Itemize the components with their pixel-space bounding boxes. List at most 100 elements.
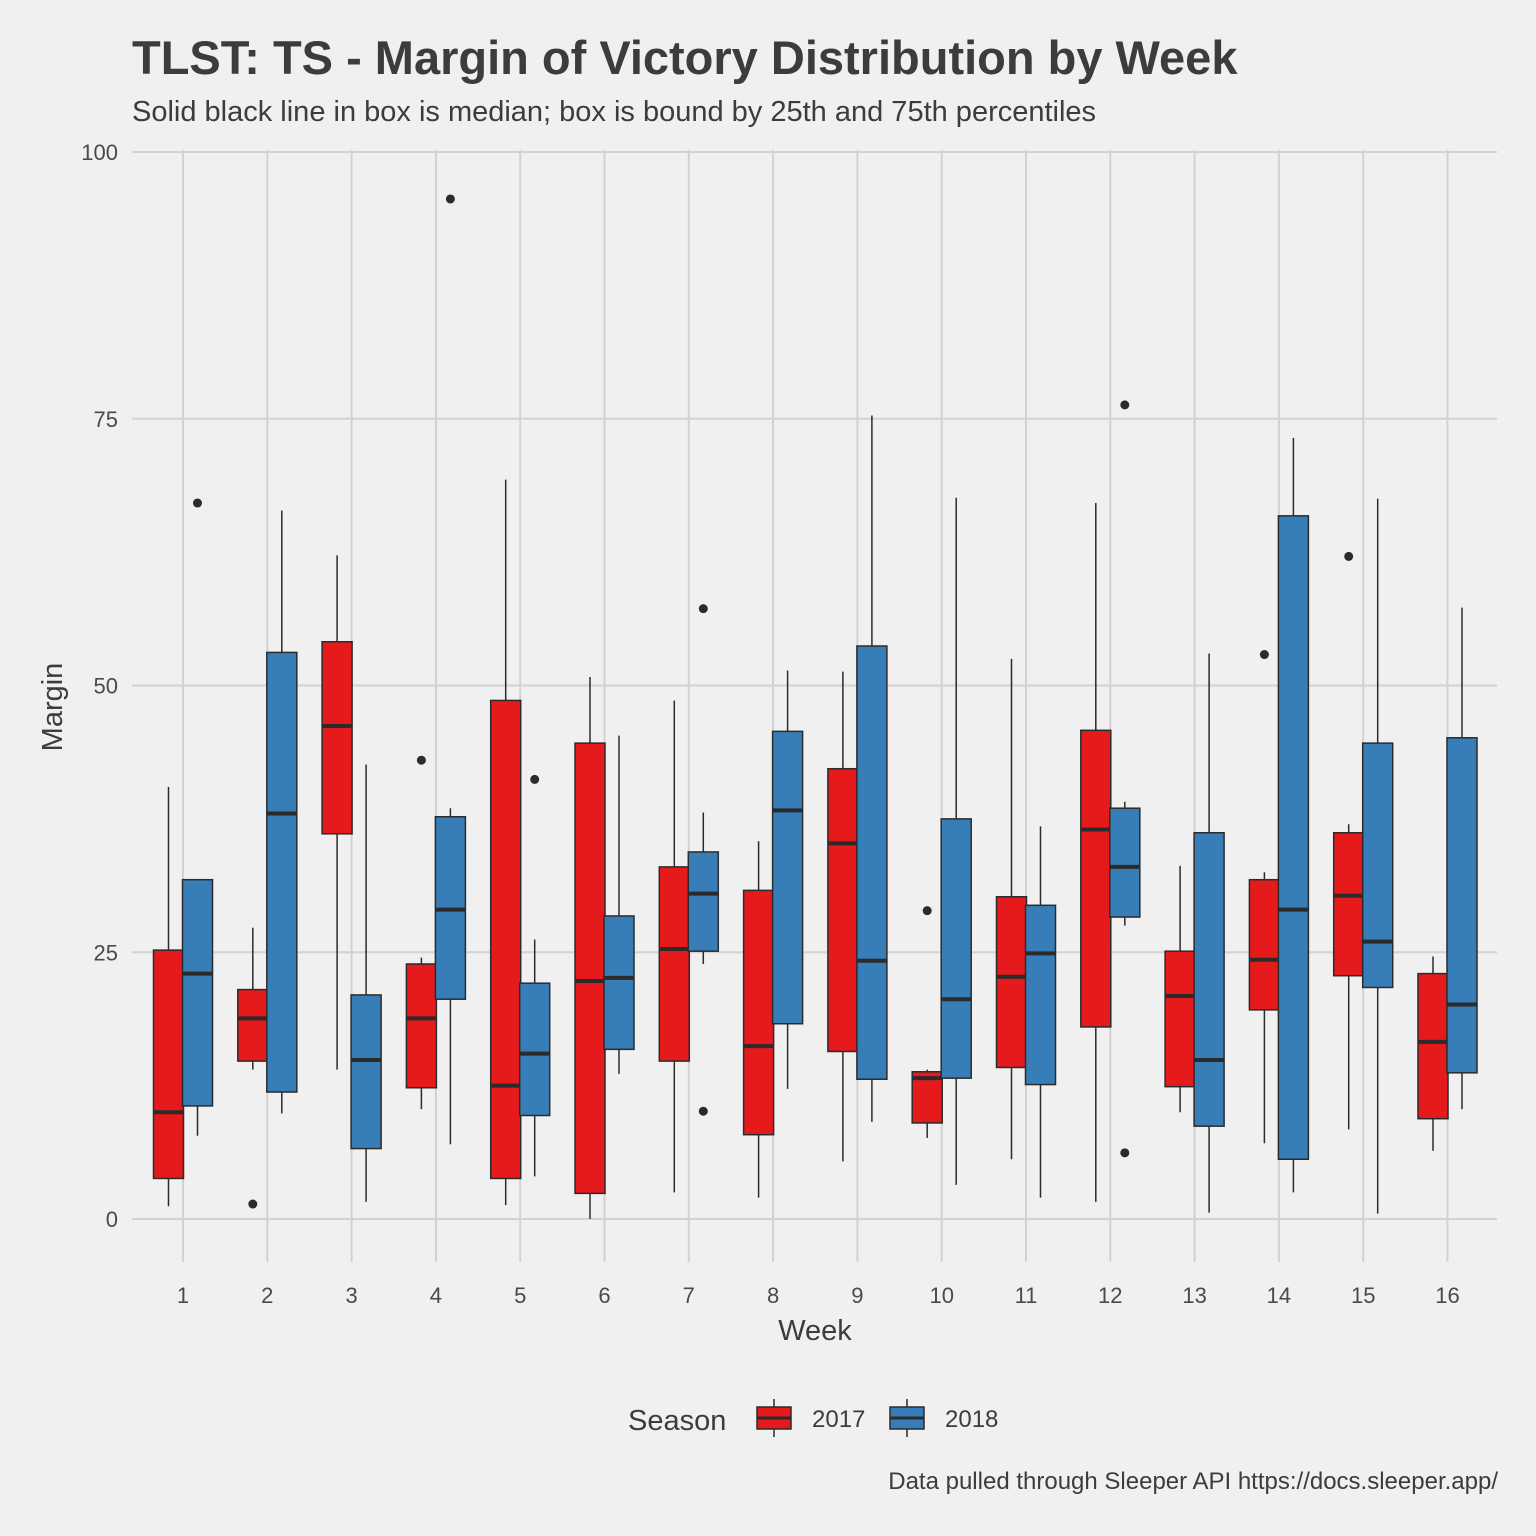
chart-title: TLST: TS - Margin of Victory Distributio… (132, 31, 1238, 84)
iqr-box (658, 866, 691, 1062)
box-2017-week-16 (1417, 956, 1449, 1151)
outlier-point (416, 755, 426, 765)
iqr-box (237, 988, 269, 1062)
x-tick-label: 16 (1435, 1283, 1459, 1308)
outlier-point (1259, 650, 1269, 660)
outlier-point (698, 604, 708, 614)
outlier-point (1120, 1148, 1130, 1158)
box-2018-week-7 (687, 604, 720, 1116)
box-2018-week-14 (1277, 437, 1310, 1193)
box-2017-week-1 (152, 786, 185, 1207)
box-2017-week-8 (742, 841, 775, 1198)
box-2017-week-4 (405, 755, 438, 1110)
iqr-box (827, 767, 859, 1053)
iqr-box (1446, 737, 1478, 1074)
box-2017-week-13 (1164, 865, 1196, 1113)
iqr-box (405, 963, 438, 1089)
box-marks (152, 194, 1478, 1219)
x-tick-label: 6 (598, 1283, 610, 1308)
iqr-box (1417, 972, 1449, 1120)
x-tick-label: 5 (514, 1283, 526, 1308)
box-2017-week-11 (995, 658, 1028, 1160)
box-2017-week-7 (658, 700, 691, 1193)
legend-key-2017 (756, 1399, 792, 1437)
x-tick-label: 1 (177, 1283, 189, 1308)
iqr-box (181, 878, 214, 1107)
iqr-box (1361, 742, 1394, 989)
legend-key-2018 (889, 1399, 925, 1437)
box-2018-week-11 (1024, 826, 1057, 1198)
x-tick-label: 4 (430, 1283, 442, 1308)
box-2018-week-13 (1193, 653, 1225, 1213)
iqr-box (1332, 831, 1365, 977)
iqr-box (940, 818, 972, 1079)
box-2018-week-2 (266, 510, 298, 1114)
box-2018-week-16 (1446, 607, 1478, 1110)
outlier-point (698, 1106, 708, 1116)
x-tick-label: 7 (683, 1283, 695, 1308)
x-tick-label: 11 (1015, 1283, 1038, 1308)
box-2018-week-12 (1109, 400, 1141, 1158)
box-2018-week-9 (856, 415, 888, 1122)
iqr-box (1277, 515, 1310, 1160)
chart-subtitle: Solid black line in box is median; box i… (132, 96, 1097, 128)
outlier-point (530, 774, 540, 784)
box-2017-week-3 (321, 555, 353, 1070)
iqr-box (1024, 904, 1057, 1086)
iqr-box (1248, 878, 1281, 1011)
legend-title: Season (628, 1405, 726, 1437)
x-tick-label: 14 (1267, 1283, 1291, 1308)
iqr-box (742, 889, 775, 1136)
outlier-point (1120, 400, 1130, 410)
y-tick-label: 100 (81, 140, 118, 165)
box-2018-week-3 (350, 764, 382, 1202)
x-tick-label: 10 (929, 1283, 953, 1308)
iqr-box (321, 641, 353, 835)
box-2018-week-1 (181, 498, 214, 1136)
legend-label-2017: 2017 (812, 1406, 865, 1433)
box-2017-week-9 (827, 671, 859, 1162)
outlier-point (248, 1199, 258, 1209)
x-tick-label: 3 (345, 1283, 357, 1308)
iqr-box (518, 982, 551, 1117)
x-axis-title: Week (778, 1315, 852, 1347)
x-tick-label: 8 (767, 1283, 779, 1308)
iqr-box (574, 742, 606, 1195)
box-2017-week-14 (1248, 650, 1281, 1144)
outlier-point (445, 194, 455, 204)
outlier-point (922, 906, 932, 916)
iqr-box (1164, 950, 1196, 1088)
y-tick-label: 50 (94, 674, 118, 699)
x-tick-label: 2 (261, 1283, 273, 1308)
box-2018-week-4 (434, 194, 467, 1145)
iqr-box (489, 699, 522, 1180)
box-2017-week-5 (489, 479, 522, 1206)
iqr-box (856, 645, 888, 1080)
box-2017-week-6 (574, 676, 606, 1219)
y-axis-title: Margin (37, 663, 69, 752)
iqr-box (266, 651, 298, 1093)
x-tick-label: 9 (851, 1283, 863, 1308)
box-2018-week-10 (940, 497, 972, 1185)
outlier-point (193, 498, 202, 508)
box-2018-week-8 (771, 670, 804, 1089)
box-2017-week-15 (1332, 551, 1365, 1130)
iqr-box (1193, 831, 1225, 1127)
box-2017-week-10 (911, 906, 943, 1138)
legend-label-2018: 2018 (945, 1406, 998, 1433)
iqr-box (1080, 729, 1112, 1028)
iqr-box (350, 994, 382, 1150)
box-2018-week-6 (603, 735, 635, 1074)
x-tick-label: 15 (1351, 1283, 1375, 1308)
box-2017-week-2 (237, 927, 269, 1209)
iqr-box (995, 896, 1028, 1069)
iqr-box (1109, 807, 1141, 918)
x-tick-label: 12 (1098, 1283, 1122, 1308)
y-tick-label: 25 (94, 940, 118, 965)
iqr-box (911, 1071, 943, 1124)
box-2018-week-15 (1361, 498, 1394, 1214)
box-2018-week-5 (518, 774, 551, 1177)
legend: Season 2017 2018 (628, 1399, 998, 1437)
box-2017-week-12 (1080, 503, 1112, 1202)
